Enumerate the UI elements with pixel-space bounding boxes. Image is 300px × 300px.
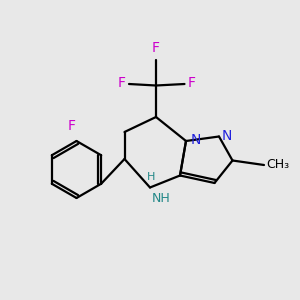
Text: F: F <box>188 76 196 90</box>
Text: H: H <box>147 172 156 182</box>
Text: N: N <box>221 130 232 143</box>
Text: NH: NH <box>152 192 170 205</box>
Text: F: F <box>152 41 160 56</box>
Text: N: N <box>190 133 201 146</box>
Text: F: F <box>68 119 76 134</box>
Text: F: F <box>118 76 126 90</box>
Text: CH₃: CH₃ <box>266 158 289 172</box>
